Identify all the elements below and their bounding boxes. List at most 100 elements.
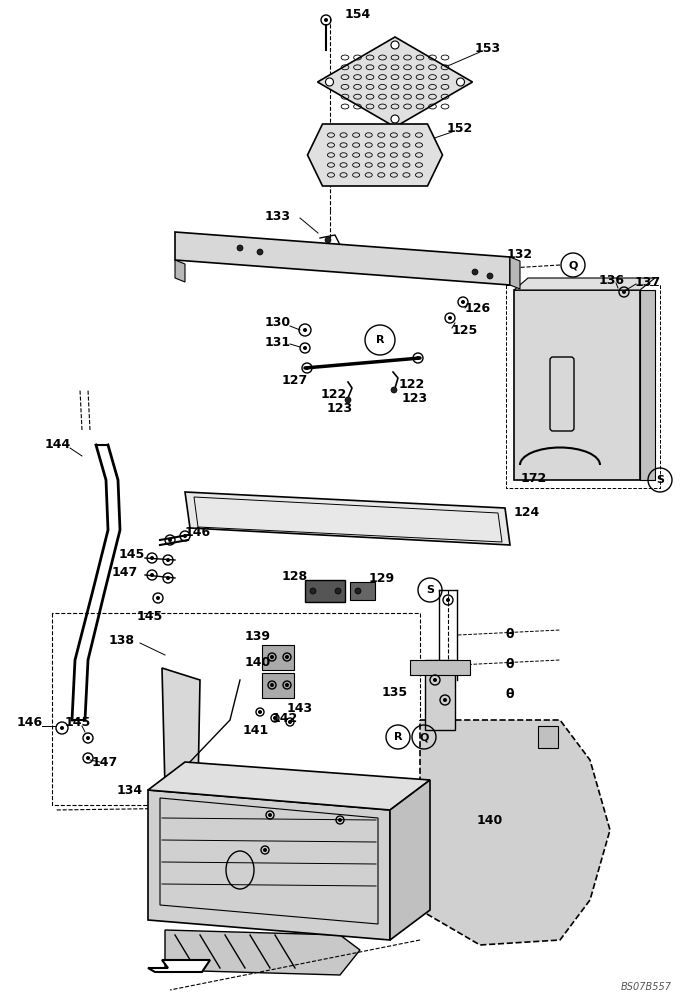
Circle shape [183,534,187,538]
Text: θ: θ [506,629,514,642]
Text: 137: 137 [635,275,661,288]
Text: 125: 125 [452,324,478,336]
Text: 141: 141 [243,724,269,736]
Text: 134: 134 [117,784,143,796]
Circle shape [345,397,351,403]
Polygon shape [640,290,655,480]
Circle shape [60,726,64,730]
Text: 145: 145 [65,716,91,730]
Text: 144: 144 [45,438,71,452]
Circle shape [86,756,90,760]
Polygon shape [410,660,470,675]
Circle shape [325,78,334,86]
Text: 140: 140 [245,656,271,670]
Text: 122: 122 [321,388,347,401]
Polygon shape [185,492,510,545]
Circle shape [285,683,289,687]
Circle shape [273,716,277,720]
Polygon shape [510,257,520,289]
Circle shape [324,18,328,22]
Circle shape [305,366,309,370]
Circle shape [487,273,493,279]
Text: 147: 147 [92,756,118,768]
Circle shape [391,387,397,393]
Polygon shape [390,780,430,940]
Circle shape [472,269,478,275]
Circle shape [166,558,170,562]
Polygon shape [165,930,360,975]
Circle shape [156,596,160,600]
Circle shape [166,576,170,580]
Polygon shape [175,260,185,282]
Text: 146: 146 [185,526,211,540]
Text: 123: 123 [402,391,428,404]
Text: 127: 127 [282,373,308,386]
Circle shape [448,316,452,320]
Text: 153: 153 [475,41,501,54]
Text: 146: 146 [17,716,43,730]
Circle shape [446,598,450,602]
Circle shape [622,290,626,294]
Polygon shape [317,37,473,127]
Circle shape [355,588,361,594]
Polygon shape [308,124,442,186]
Text: Q: Q [568,260,578,270]
Text: 142: 142 [272,712,298,724]
Text: R: R [394,732,402,742]
Text: 140: 140 [477,814,503,826]
Text: 123: 123 [327,401,353,414]
Circle shape [391,115,399,123]
Circle shape [288,720,292,724]
Text: 129: 129 [369,572,395,584]
Text: 133: 133 [265,210,291,223]
Circle shape [270,655,274,659]
Polygon shape [148,960,210,972]
Circle shape [461,300,465,304]
Polygon shape [162,668,200,788]
Text: 124: 124 [514,506,540,518]
Text: R: R [376,335,385,345]
Text: 154: 154 [345,7,371,20]
Circle shape [303,328,307,332]
Polygon shape [175,232,510,285]
Circle shape [443,698,447,702]
Text: 172: 172 [521,472,547,485]
Polygon shape [425,660,455,730]
Text: 139: 139 [245,631,271,644]
Text: 136: 136 [599,273,625,286]
Text: 130: 130 [265,316,291,330]
Text: θ: θ [506,658,514,672]
Circle shape [335,588,341,594]
Circle shape [391,41,399,49]
FancyBboxPatch shape [262,673,294,698]
Circle shape [433,678,437,682]
Circle shape [457,78,464,86]
Circle shape [150,556,154,560]
Polygon shape [148,790,390,940]
Polygon shape [148,762,430,810]
Text: 128: 128 [282,570,308,584]
Circle shape [285,655,289,659]
Text: 143: 143 [287,702,313,714]
Circle shape [416,356,420,360]
FancyBboxPatch shape [262,645,294,670]
Text: 147: 147 [112,566,138,580]
Text: 122: 122 [399,377,425,390]
Circle shape [325,237,331,243]
Text: 138: 138 [109,634,135,647]
Circle shape [338,818,342,822]
Text: 135: 135 [382,686,408,700]
Circle shape [150,573,154,577]
FancyBboxPatch shape [350,582,375,600]
Polygon shape [538,726,558,748]
Circle shape [310,588,316,594]
Circle shape [268,813,272,817]
Polygon shape [514,290,640,480]
Text: 152: 152 [447,121,473,134]
Circle shape [263,848,267,852]
Text: 145: 145 [137,610,163,624]
Circle shape [86,736,90,740]
Circle shape [270,683,274,687]
Circle shape [237,245,243,251]
Text: 145: 145 [119,548,145,562]
